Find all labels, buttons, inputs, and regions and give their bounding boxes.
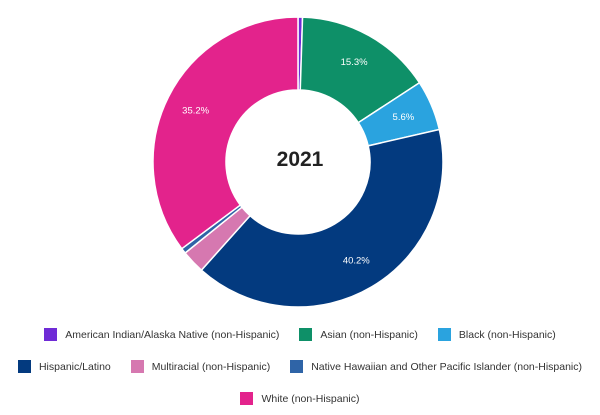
- legend-swatch: [437, 328, 451, 341]
- legend-label: Native Hawaiian and Other Pacific Island…: [311, 360, 583, 373]
- slice-value-label: 40.2%: [343, 256, 370, 267]
- legend-item[interactable]: Black (non-Hispanic): [437, 328, 556, 341]
- legend-item[interactable]: American Indian/Alaska Native (non-Hispa…: [44, 328, 279, 341]
- legend-item[interactable]: Native Hawaiian and Other Pacific Island…: [290, 360, 582, 373]
- legend-row: Hispanic/Latino Multiracial (non-Hispani…: [0, 360, 600, 373]
- donut-slice[interactable]: [200, 128, 444, 308]
- legend-label: Hispanic/Latino: [38, 360, 111, 373]
- legend-label: Multiracial (non-Hispanic): [151, 360, 271, 373]
- slice-value-label: 35.2%: [182, 106, 209, 117]
- legend-item[interactable]: Hispanic/Latino: [17, 360, 111, 373]
- legend-label: Black (non-Hispanic): [458, 328, 556, 341]
- legend-item[interactable]: White (non-Hispanic): [240, 392, 360, 405]
- donut-slice[interactable]: [152, 16, 299, 250]
- legend-item[interactable]: Multiracial (non-Hispanic): [130, 360, 271, 373]
- legend-swatch: [44, 328, 58, 341]
- legend-swatch: [240, 392, 254, 405]
- legend-swatch: [130, 360, 144, 373]
- legend-label: White (non-Hispanic): [261, 392, 360, 405]
- chart-center-year: 2021: [276, 148, 324, 171]
- legend-label: American Indian/Alaska Native (non-Hispa…: [65, 328, 280, 341]
- slice-value-label: 15.3%: [341, 57, 368, 68]
- legend-row: White (non-Hispanic): [0, 392, 600, 405]
- legend-swatch: [299, 328, 313, 341]
- slice-value-label: 5.6%: [393, 112, 415, 123]
- legend-swatch: [290, 360, 304, 373]
- legend-swatch: [17, 360, 31, 373]
- legend-row: American Indian/Alaska Native (non-Hispa…: [0, 328, 600, 341]
- legend-label: Asian (non-Hispanic): [320, 328, 418, 341]
- legend-item[interactable]: Asian (non-Hispanic): [299, 328, 418, 341]
- donut-chart: 15.3% 5.6% 40.2% 35.2%: [152, 16, 444, 308]
